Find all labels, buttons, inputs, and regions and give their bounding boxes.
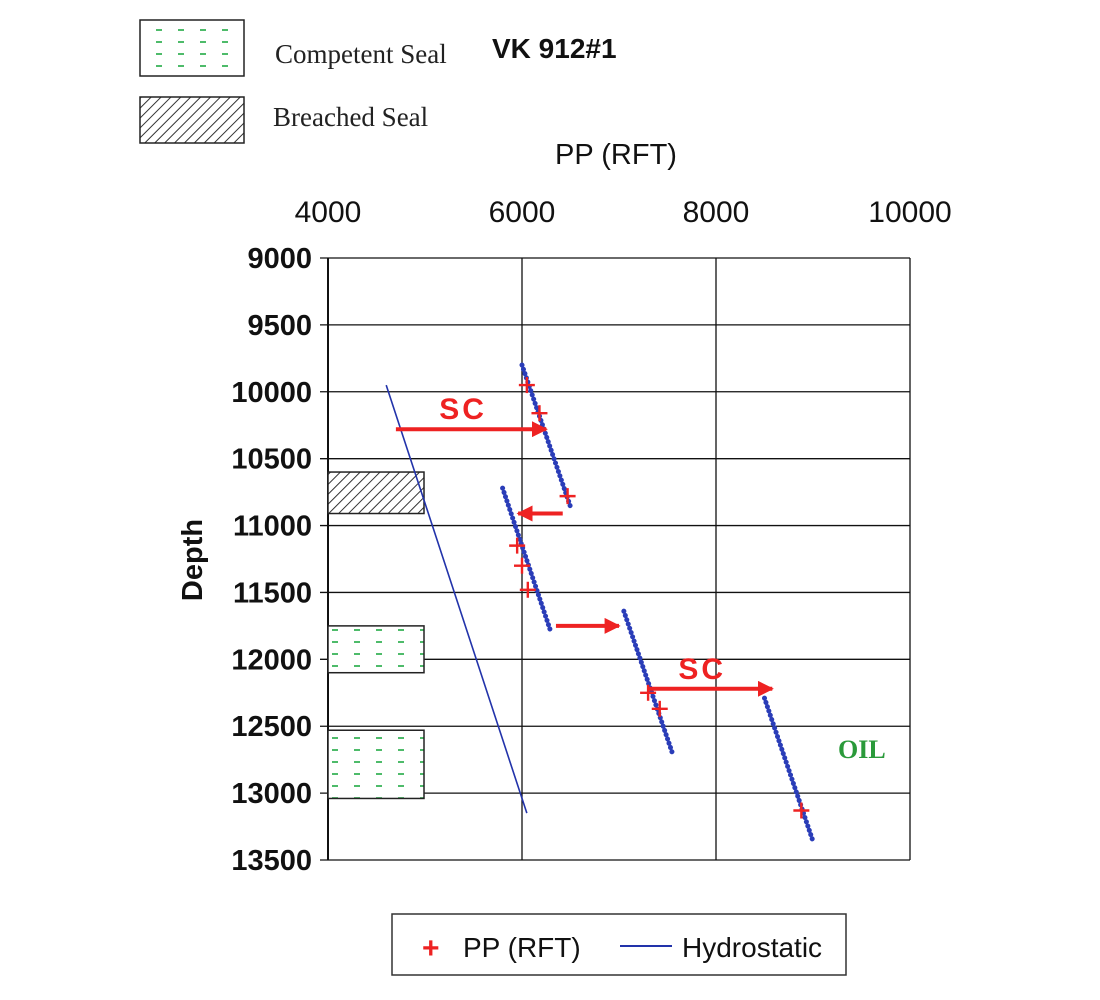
legend-box [391, 913, 847, 976]
pp-rft-point-5 [519, 581, 536, 598]
x-tick-label-1: 6000 [489, 196, 556, 229]
pp-rft-point-2 [559, 488, 576, 505]
y-tick-label-7: 12500 [231, 711, 312, 743]
x-tick-labels: 4000 6000 8000 10000 [295, 196, 952, 229]
hydrostatic-line [385, 384, 528, 814]
x-axis-label: PP (RFT) [555, 139, 677, 171]
y-tick-label-6: 12000 [231, 644, 312, 676]
gradient-trend-2 [621, 608, 675, 756]
pp-rft-point-8 [793, 802, 810, 819]
seal-legend: Competent Seal Breached Seal [139, 19, 447, 144]
competent-seal-label: Competent Seal [275, 39, 447, 69]
arrow-label-3: SC [678, 653, 726, 686]
pp-rft-point-6 [640, 684, 657, 701]
seal-zones [327, 471, 425, 800]
y-tick-label-0: 9000 [247, 243, 312, 275]
gradient-trend-1 [500, 485, 554, 636]
pp-rft-point-1 [531, 405, 548, 422]
legend-label-hydrostatic: Hydrostatic [682, 932, 822, 963]
y-tick-label-3: 10500 [231, 444, 312, 476]
legend-marker-pp: + [422, 932, 440, 965]
seal-zone-competent-2 [327, 729, 425, 800]
y-axis-label: Depth [177, 519, 209, 601]
pp-rft-point-3 [509, 537, 526, 554]
chart-title: VK 912#1 [492, 33, 617, 64]
breached-seal-swatch [139, 96, 245, 144]
seal-zone-competent-1 [327, 625, 425, 674]
competent-seal-swatch [139, 19, 245, 77]
legend-label-pp: PP (RFT) [463, 932, 581, 963]
arrow-label-0: SC [439, 393, 487, 426]
pp-rft-point-4 [514, 557, 530, 574]
gradient-trend-3 [762, 695, 816, 844]
y-tick-label-1: 9500 [247, 310, 312, 342]
pressure-gradient-dots [500, 362, 816, 844]
breached-seal-label: Breached Seal [273, 102, 428, 132]
y-tick-label-9: 13500 [231, 845, 312, 877]
hydrostatic-series [385, 384, 528, 814]
pp-rft-series [509, 377, 810, 819]
seal-arrows: SC SC [395, 393, 774, 697]
gradient-trend-0 [519, 362, 573, 510]
y-tick-label-4: 11000 [233, 511, 312, 543]
y-tick-label-5: 11500 [233, 577, 312, 609]
pp-rft-point-0 [518, 377, 535, 394]
seal-zone-breached-0 [327, 471, 425, 515]
y-tick-labels: 9000 9500 10000 10500 11000 11500 12000 12500 13… [231, 243, 312, 877]
pp-rft-point-7 [651, 700, 668, 717]
x-tick-label-3: 10000 [868, 196, 951, 229]
x-tick-label-2: 8000 [683, 196, 750, 229]
x-tick-label-0: 4000 [295, 196, 362, 229]
y-tick-label-2: 10000 [231, 377, 312, 409]
oil-annotation: OIL [838, 735, 886, 764]
series-legend: + PP (RFT) Hydrostatic [391, 913, 847, 976]
y-tick-label-8: 13000 [231, 778, 312, 810]
